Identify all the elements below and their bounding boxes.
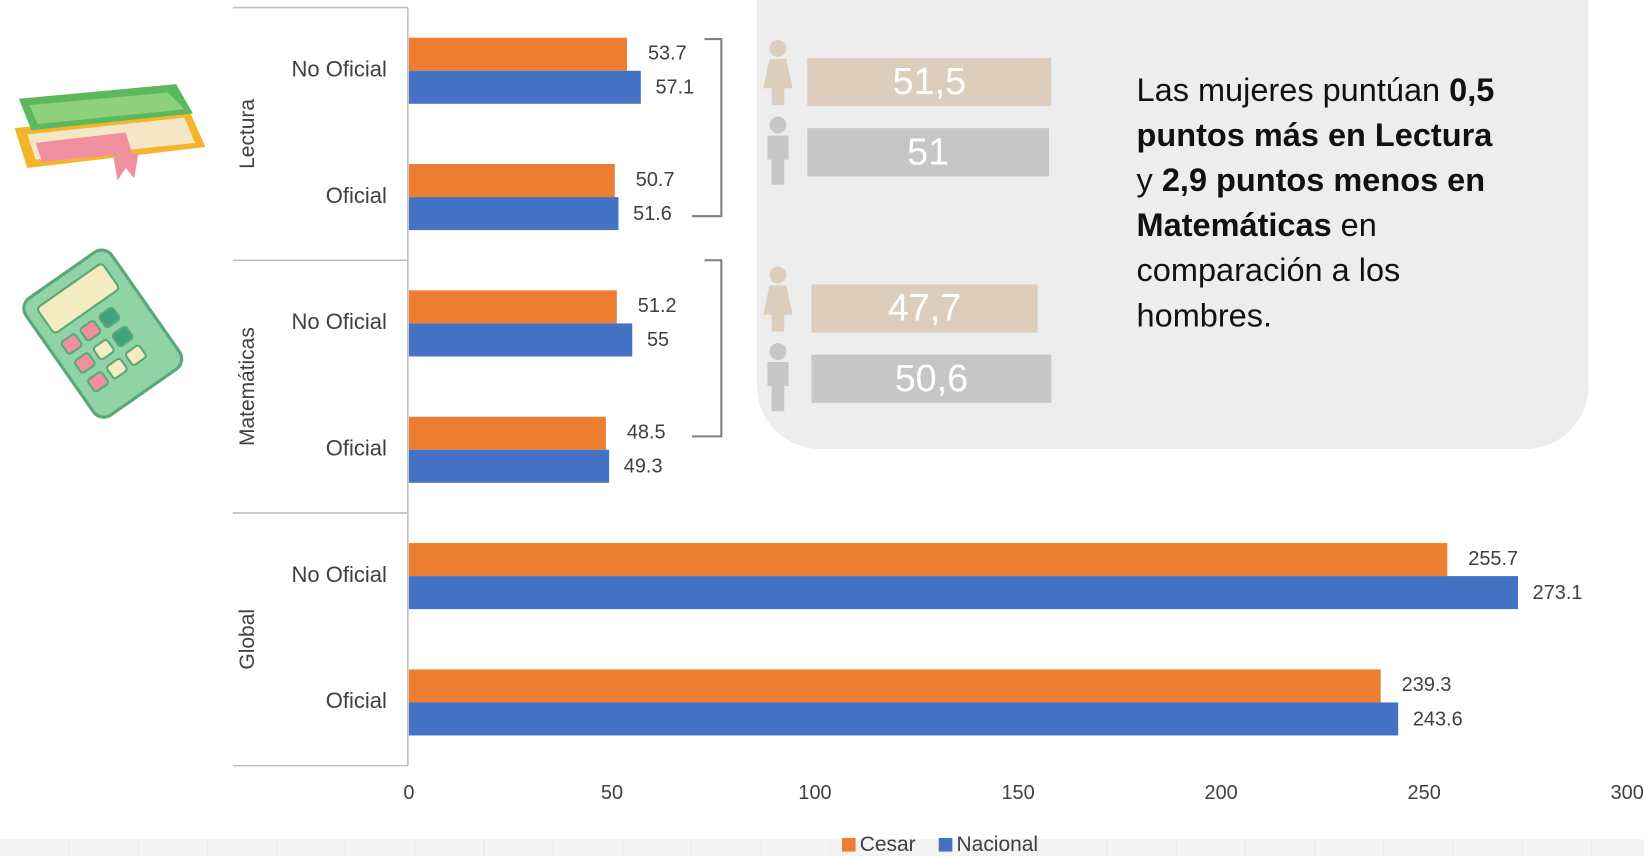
annotation: Las mujeres puntúan 0,5 puntos más en Le…: [1137, 67, 1499, 338]
gender-value-label: 51: [907, 130, 949, 172]
x-tick-label: 200: [1205, 782, 1238, 804]
gender-bar: [807, 128, 1050, 177]
male-icon: [767, 116, 789, 185]
bar: [408, 290, 617, 324]
bar: [408, 543, 1448, 577]
y-tick-label: Oficial: [326, 183, 387, 208]
bar: [408, 702, 1399, 736]
annotation-run: en comparación a los hombres.: [1136, 206, 1401, 334]
y-tick-label: Oficial: [326, 688, 387, 713]
books-icon: [14, 84, 206, 181]
value-label: 48.5: [627, 422, 666, 444]
value-label: 55: [647, 329, 669, 351]
y-tick-label: No Oficial: [292, 57, 387, 82]
group-label: Lectura: [236, 99, 259, 169]
female-icon: [763, 266, 793, 332]
bar: [408, 669, 1381, 703]
value-label: 51.6: [633, 203, 672, 225]
legend-label: Cesar: [860, 833, 916, 856]
value-label: 57.1: [655, 77, 694, 99]
x-tick-label: 0: [403, 782, 414, 804]
y-tick-label: Oficial: [326, 436, 387, 461]
value-label: 53.7: [648, 42, 687, 64]
x-tick-label: 50: [601, 782, 623, 804]
value-label: 239.3: [1402, 674, 1452, 696]
x-tick-label: 300: [1611, 782, 1644, 804]
group-label: Matemáticas: [236, 327, 259, 446]
bar: [408, 416, 606, 450]
gender-value-label: 47,7: [888, 287, 961, 329]
annotation-run: 0,5 puntos más en Lectura: [1136, 71, 1495, 154]
gender-value-label: 50,6: [895, 357, 968, 399]
annotation-run: Las mujeres puntúan: [1136, 71, 1450, 109]
legend-swatch: [841, 837, 856, 852]
female-icon: [763, 40, 793, 106]
x-tick-label: 100: [798, 782, 831, 804]
value-label: 255.7: [1468, 548, 1518, 570]
bar: [408, 70, 641, 104]
legend-label: Nacional: [957, 833, 1039, 856]
bar: [408, 37, 627, 71]
calculator-icon: [22, 248, 184, 419]
x-tick-label: 250: [1408, 782, 1441, 804]
bar: [408, 323, 633, 357]
value-label: 51.2: [638, 295, 677, 317]
annotation-run: y: [1136, 161, 1162, 199]
value-label: 50.7: [636, 169, 675, 191]
gender-bar: [811, 284, 1038, 333]
gender-bar: [807, 57, 1052, 107]
y-tick-label: No Oficial: [292, 562, 387, 587]
bar: [408, 164, 615, 198]
annotation-box: Las mujeres puntúan 0,5 puntos más en Le…: [1137, 67, 1499, 338]
value-label: 273.1: [1533, 582, 1583, 604]
bracket: [691, 259, 723, 438]
value-label: 243.6: [1413, 708, 1463, 730]
gender-value-label: 51,5: [893, 60, 966, 102]
gender-bar: [811, 354, 1052, 403]
value-label: 49.3: [624, 456, 663, 478]
group-label: Global: [236, 609, 259, 670]
legend-swatch: [938, 837, 953, 852]
callout-panel: [757, 0, 1589, 449]
bar: [408, 576, 1518, 610]
annotation-run: 2,9 puntos menos en Matemáticas: [1136, 161, 1486, 244]
male-icon: [767, 343, 789, 412]
y-tick-label: No Oficial: [292, 309, 387, 334]
bar: [408, 449, 610, 483]
bar: [408, 197, 619, 231]
x-tick-label: 150: [1001, 782, 1034, 804]
bracket: [691, 37, 723, 218]
